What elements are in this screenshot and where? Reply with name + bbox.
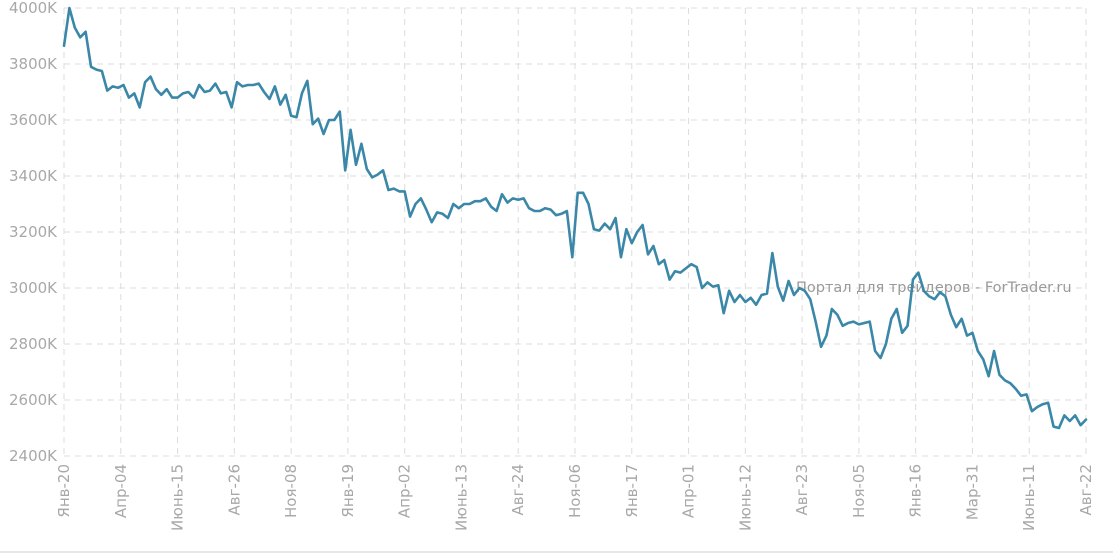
x-tick-label: Авг-26	[225, 464, 243, 515]
x-tick-label: Июнь-12	[736, 464, 754, 531]
x-tick-label: Янв-20	[55, 464, 73, 518]
y-tick-label: 2600K	[9, 391, 58, 409]
x-tick-label: Авг-24	[509, 464, 527, 515]
x-tick-label: Июнь-15	[169, 464, 187, 531]
x-tick-label: Авг-23	[793, 464, 811, 515]
x-tick-label: Ноя-08	[282, 464, 300, 518]
x-tick-label: Янв-19	[339, 464, 357, 518]
watermark: Портал для трейдеров - ForTrader.ru	[796, 280, 1072, 296]
y-axis-tick-labels: 2400K 2600K 2800K 3000K 3200K 3400K 3600K 3800K…	[9, 0, 58, 465]
x-axis-tick-labels: Янв-20 Апр-04 Июнь-15 Авг-26 Ноя-08 Янв-19 Апр…	[55, 464, 1095, 531]
x-tick-label: Ноя-05	[850, 464, 868, 518]
x-tick-label: Мар-31	[963, 464, 981, 520]
x-tick-label: Янв-17	[623, 464, 641, 518]
x-tick-label: Апр-02	[396, 464, 414, 518]
x-tick-label: Янв-16	[907, 464, 925, 518]
y-tick-label: 2800K	[9, 335, 58, 353]
y-tick-label: 3400K	[9, 167, 58, 185]
y-tick-label: 2400K	[9, 447, 58, 465]
x-tick-label: Авг-22	[1077, 464, 1095, 515]
y-tick-label: 3600K	[9, 111, 58, 129]
y-tick-label: 3800K	[9, 55, 58, 73]
x-tick-label: Июнь-13	[452, 464, 470, 531]
y-tick-label: 3200K	[9, 223, 58, 241]
x-tick-label: Апр-01	[680, 464, 698, 518]
y-tick-label: 4000K	[9, 0, 58, 17]
series-line	[62, 6, 1088, 430]
x-tick-label: Июнь-11	[1020, 464, 1038, 531]
x-tick-label: Ноя-06	[566, 464, 584, 518]
y-tick-label: 3000K	[9, 279, 58, 297]
x-tick-label: Апр-04	[112, 464, 130, 518]
